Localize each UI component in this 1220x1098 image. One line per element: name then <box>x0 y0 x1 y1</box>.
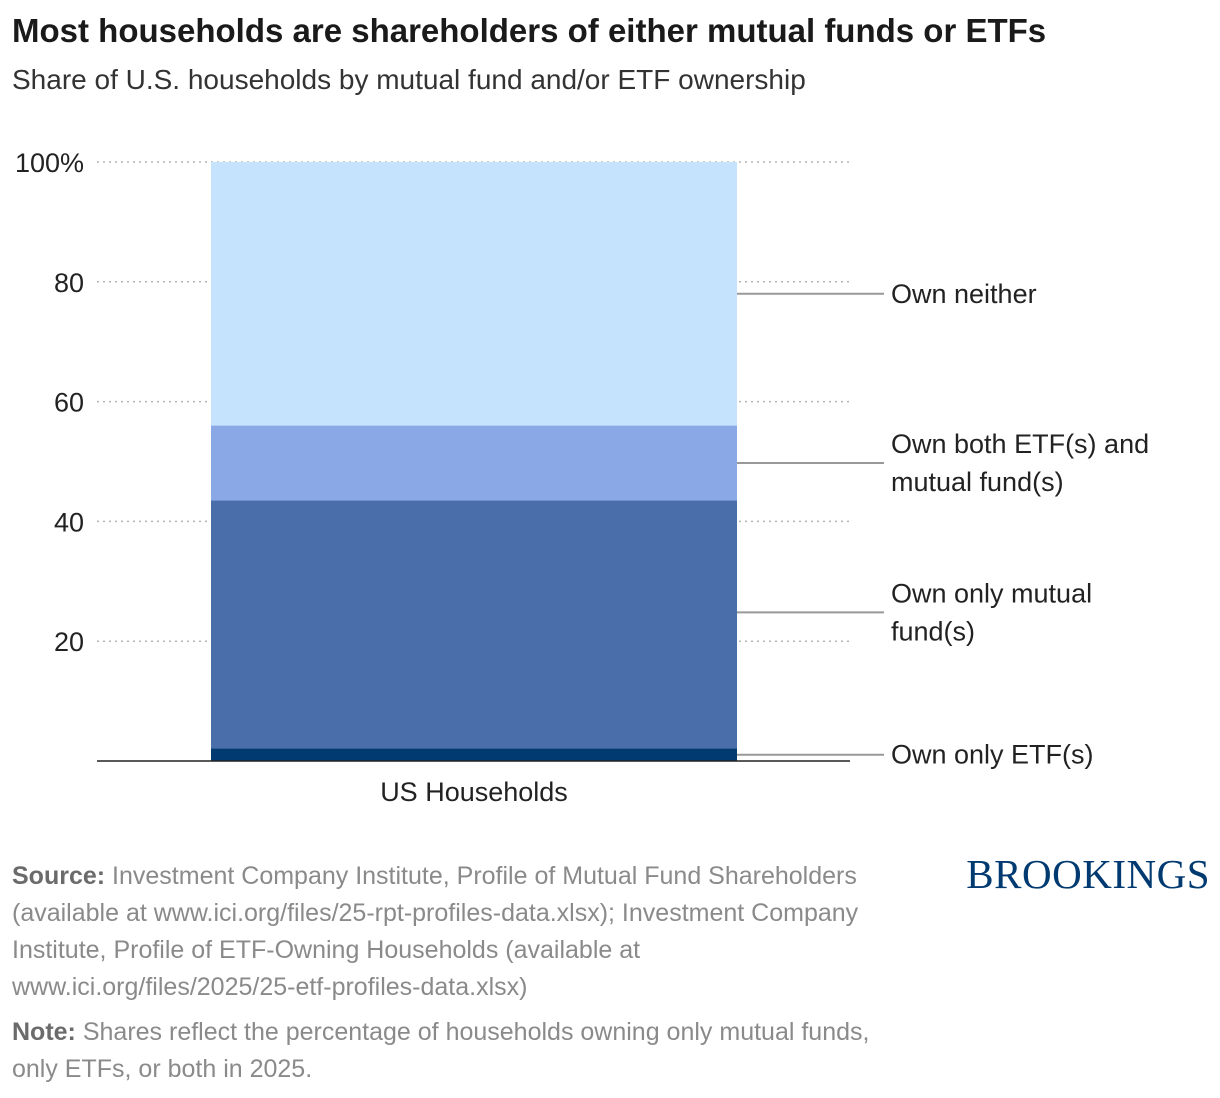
bar-segment <box>211 162 737 426</box>
chart-title: Most households are shareholders of eith… <box>12 12 1047 49</box>
series-label: Own neither <box>891 279 1037 309</box>
note-label: Note: <box>12 1018 76 1046</box>
series-label-line: Own only ETF(s) <box>891 740 1094 770</box>
y-tick-label: 20 <box>54 627 84 657</box>
bar-segments <box>211 162 737 761</box>
series-label: Own only ETF(s) <box>891 740 1094 770</box>
bar-segment <box>211 425 737 501</box>
bar-segment <box>211 748 737 761</box>
axes: 100% 80 60 40 20 US Households <box>15 148 850 807</box>
series-label: Own both ETF(s) and mutual fund(s) <box>891 429 1149 497</box>
series-labels: Own only ETF(s)Own only mutual fund(s)Own… <box>737 279 1149 770</box>
series-label-line: Own only mutual <box>891 578 1092 608</box>
series-label-line: mutual fund(s) <box>891 467 1064 497</box>
bar-segment <box>211 500 737 749</box>
x-category-label: US Households <box>380 777 568 807</box>
y-tick-label: 80 <box>54 268 84 298</box>
series-label: Own only mutual fund(s) <box>891 578 1092 646</box>
y-tick-label: 40 <box>54 507 84 537</box>
source-note: Source: Investment Company Institute, Pr… <box>12 858 912 1006</box>
series-label-line: Own neither <box>891 279 1037 309</box>
note-text: Shares reflect the percentage of househo… <box>12 1018 870 1083</box>
series-label-line: fund(s) <box>891 616 975 646</box>
brookings-logo: BROOKINGS <box>966 851 1210 897</box>
series-label-line: Own both ETF(s) and <box>891 429 1149 459</box>
chart-subtitle: Share of U.S. households by mutual fund … <box>12 64 806 95</box>
y-tick-label: 100% <box>15 148 84 178</box>
source-text: Investment Company Institute, Profile of… <box>12 862 859 1001</box>
stacked-bar-chart: 100% 80 60 40 20 US Households Own only ETF(s… <box>15 148 1149 807</box>
chart-note: Note: Shares reflect the percentage of h… <box>12 1014 912 1088</box>
source-label: Source: <box>12 862 106 890</box>
y-tick-label: 60 <box>54 388 84 418</box>
